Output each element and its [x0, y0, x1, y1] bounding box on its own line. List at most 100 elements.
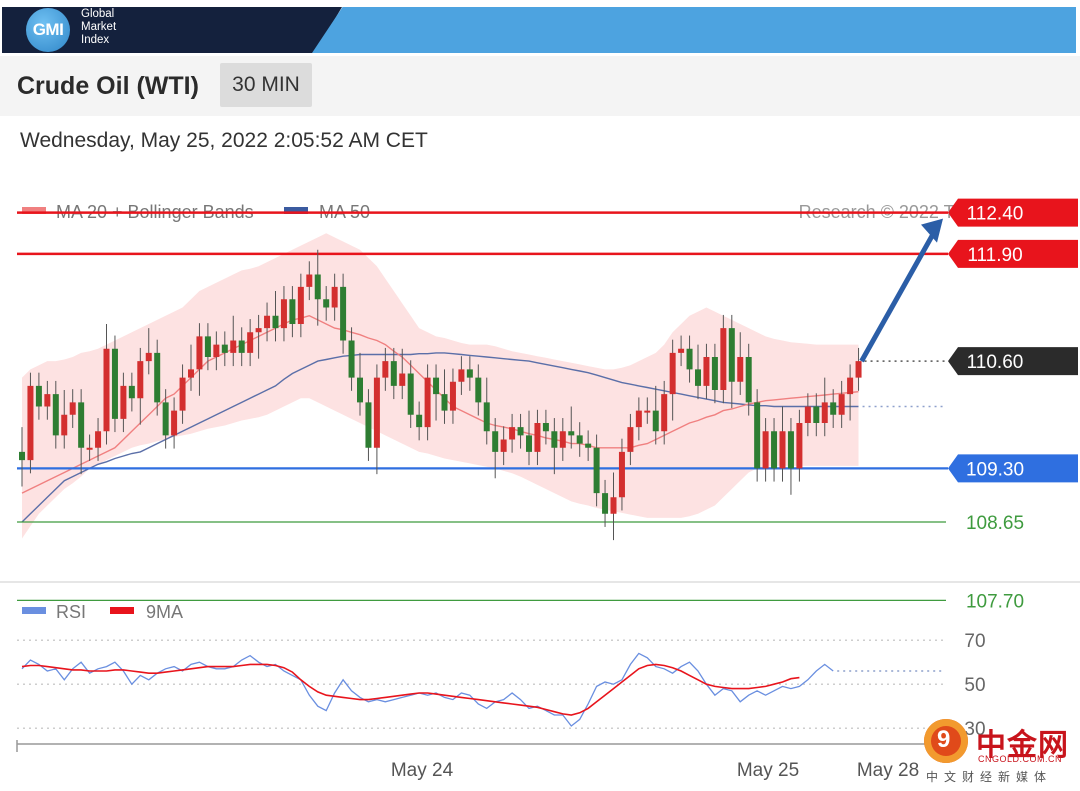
rsi-legend-swatch [22, 607, 46, 614]
candle-up [86, 447, 93, 450]
candle-up [280, 299, 287, 329]
gmi-logo[interactable]: GMI [26, 8, 70, 52]
candle-down [111, 348, 118, 419]
candle-down [314, 274, 321, 300]
candle-down [340, 286, 347, 341]
candle-down [542, 423, 549, 432]
candle-down [365, 402, 372, 448]
ma50-legend-swatch [284, 207, 308, 214]
candle-up [306, 274, 313, 287]
candle-down [162, 402, 169, 436]
candle-down [357, 377, 363, 403]
candle-up [458, 369, 465, 382]
rsi-tick-label: 50 [964, 675, 985, 696]
rsi-line [21, 652, 834, 727]
candle-down [526, 435, 532, 452]
support-level-label: 109.30 [966, 459, 1024, 480]
candle-up [534, 423, 541, 452]
candle-up [196, 336, 203, 370]
candle-down [771, 431, 778, 469]
pivot-level-tag [948, 347, 1078, 376]
logo-line-2: Market [81, 21, 117, 33]
top-banner: GMI Global Market Index [0, 0, 1080, 56]
candle-up [644, 410, 651, 413]
candle-up [297, 286, 304, 324]
title-bar [0, 56, 1080, 116]
ma20-legend-swatch [22, 207, 46, 214]
candle-up [838, 394, 845, 415]
candle-up [610, 497, 617, 514]
candle-up [399, 373, 406, 386]
candle-up [737, 357, 744, 382]
candle-up [179, 377, 186, 411]
candle-down [433, 377, 440, 395]
target-level-label: 107.70 [966, 591, 1024, 612]
candle-down [517, 427, 524, 436]
candle-up [618, 451, 625, 498]
logo-line-3: Index [81, 34, 110, 46]
candle-up [627, 427, 634, 452]
candle-down [568, 431, 575, 436]
banner-blue-segment [312, 7, 1076, 53]
candle-down [416, 414, 423, 428]
target-level-label: 108.65 [966, 513, 1024, 534]
cngold-logo-icon [924, 719, 968, 763]
instrument-title: Crude Oil (WTI) [17, 72, 199, 100]
candle-up [247, 332, 254, 353]
candle-down [830, 402, 837, 415]
candle-up [213, 344, 220, 357]
candle-down [272, 315, 279, 329]
candle-down [813, 406, 820, 423]
pivot-level-label: 110.60 [967, 352, 1024, 373]
candle-up [137, 361, 144, 399]
ma20-line [21, 314, 859, 494]
candle-up [255, 328, 262, 333]
candle-up [847, 377, 854, 395]
forecast-arrow-shaft [859, 229, 938, 363]
candle-up [669, 352, 676, 395]
candle-down [204, 336, 211, 357]
candle-up [95, 431, 102, 448]
candle-up [678, 348, 685, 353]
candle-up [559, 431, 566, 448]
candle-up [500, 439, 507, 452]
candle-down [323, 299, 330, 308]
candle-up [171, 410, 178, 436]
timeframe-badge[interactable]: 30 MIN [220, 63, 312, 107]
candle-down [652, 410, 659, 432]
candle-down [289, 299, 296, 324]
candle-down [787, 431, 794, 469]
rsi-legend-label: RSI [56, 602, 86, 622]
candle-down [711, 357, 718, 390]
candle-down [238, 340, 245, 353]
resistance-level-label: 111.90 [967, 245, 1022, 266]
candle-up [661, 394, 668, 432]
candle-down [35, 385, 42, 407]
candle-down [483, 402, 490, 432]
candle-down [576, 435, 583, 444]
rsi-9ma-line [21, 663, 800, 716]
logo-line-1: Global [81, 8, 115, 20]
cngold-url: CNGOLD.COM.CN [978, 754, 1063, 764]
candle-down [466, 369, 473, 378]
candle-down [19, 451, 25, 461]
candle-up [796, 423, 803, 469]
candle-down [745, 357, 752, 403]
candle-up [804, 406, 811, 423]
cngold-logo-glyph: 9 [937, 726, 951, 753]
resistance-level-tag [948, 198, 1078, 227]
ma50-line [21, 352, 859, 523]
candle-down [390, 361, 397, 386]
cngold-name: 中金网 [976, 729, 1069, 762]
candle-up [264, 315, 271, 329]
candle-up [509, 427, 516, 440]
candle-down [551, 431, 558, 448]
forecast-arrow-head [921, 218, 943, 243]
candle-down [221, 344, 228, 353]
candle-down [475, 377, 482, 403]
candle-up [703, 357, 710, 386]
candle-up [120, 385, 127, 419]
candle-down [593, 447, 600, 494]
candle-up [230, 340, 237, 353]
candle-down [728, 328, 735, 382]
